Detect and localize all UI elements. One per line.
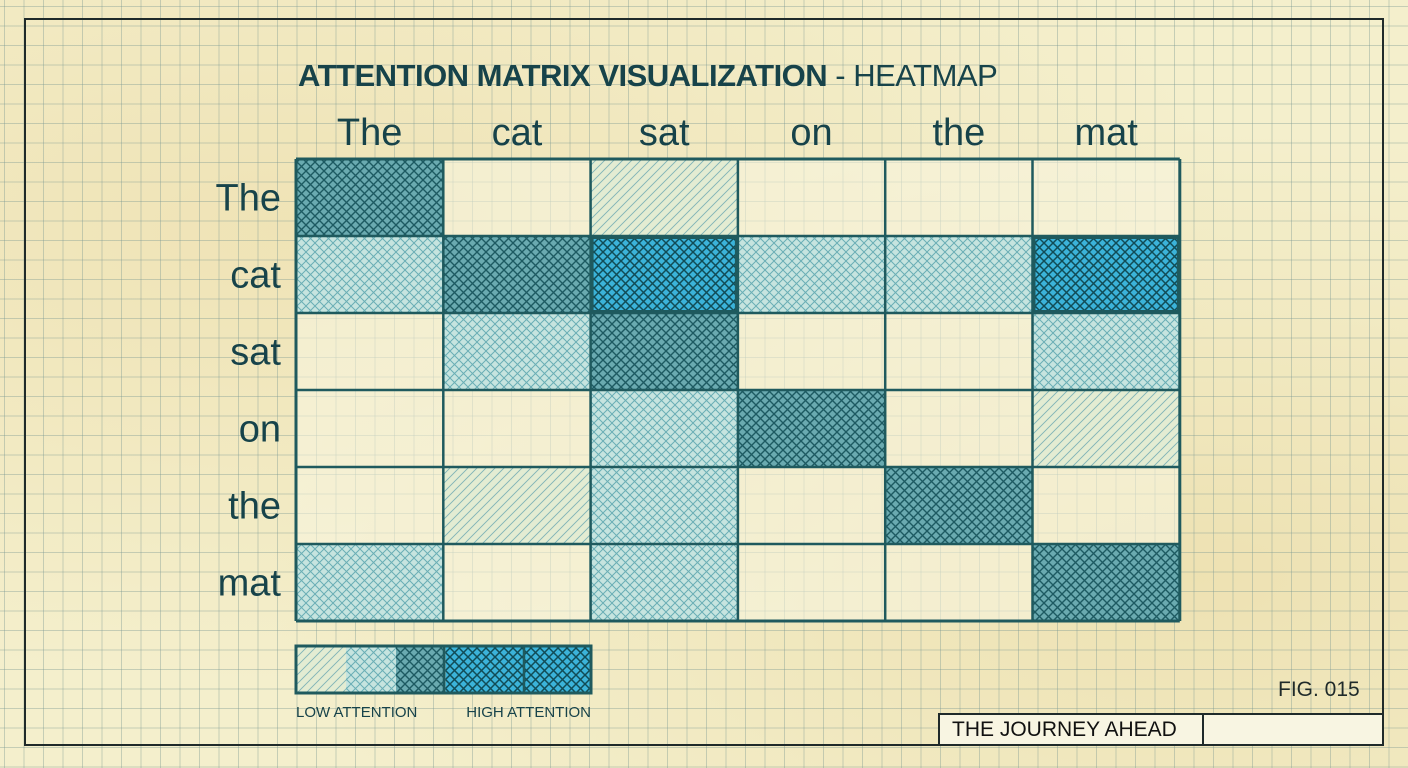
- figure-number: FIG. 015: [1278, 678, 1360, 701]
- heatmap-cell-cat-cat-r1c1: [443, 236, 591, 313]
- heatmap-cell-cat-sat-r1c2: [590, 236, 738, 313]
- column-label-2: sat: [639, 112, 690, 154]
- heatmap-cell-mat-mat-r5c5: [1032, 544, 1180, 621]
- row-label-1: cat: [230, 255, 281, 297]
- legend-swatch-3: [446, 646, 524, 693]
- heatmap-cell-sat-on-r2c3: [737, 313, 886, 390]
- chart-title: ATTENTION MATRIX VISUALIZATION - HEATMAP: [298, 56, 998, 96]
- column-label-1: cat: [492, 112, 543, 154]
- heatmap-cell-the-on-r4c3: [737, 467, 886, 544]
- heatmap-gridlines: [294, 157, 1182, 623]
- heatmap-cell-the-cat-r0c1: [443, 159, 591, 236]
- heatmap-cell-mat-cat-r5c1: [443, 544, 591, 621]
- heatmap-cell-sat-the-r2c0: [296, 313, 444, 390]
- heatmap-cell-the-sat-r0c2: [590, 159, 738, 236]
- legend-swatch-1: [346, 646, 396, 693]
- heatmap-cell-the-the-r4c0: [296, 467, 444, 544]
- column-label-4: the: [932, 112, 985, 154]
- column-label-0: The: [337, 112, 402, 154]
- title-block-label: THE JOURNEY AHEAD: [952, 718, 1177, 741]
- heatmap-cell-on-the-r3c0: [296, 390, 444, 467]
- heatmap-cell-the-sat-r4c2: [590, 467, 738, 544]
- chart-title-sub: - HEATMAP: [827, 58, 998, 93]
- heatmap-cell-on-mat-r3c5: [1032, 390, 1180, 467]
- heatmap-legend: LOW ATTENTION HIGH ATTENTION: [294, 644, 593, 721]
- row-label-2: sat: [230, 332, 281, 374]
- row-label-5: mat: [218, 563, 282, 605]
- legend-border: [294, 644, 593, 695]
- heatmap-cell-the-cat-r4c1: [443, 467, 591, 544]
- heatmap-cell-the-on-r0c3: [737, 159, 886, 236]
- heatmap-cell-on-on-r3c3: [737, 390, 886, 467]
- heatmap-cell-sat-the-r2c4: [885, 313, 1033, 390]
- heatmap-cell-on-the-r3c4: [885, 390, 1033, 467]
- heatmap-cell-the-the-r4c4: [885, 467, 1033, 544]
- heatmap-cell-on-cat-r3c1: [443, 390, 591, 467]
- legend-low-label: LOW ATTENTION: [296, 704, 417, 721]
- heatmap-cells: [296, 159, 1180, 621]
- legend-high-label: HIGH ATTENTION: [466, 704, 591, 721]
- heatmap-cell-cat-on-r1c3: [737, 236, 886, 313]
- heatmap-cell-cat-mat-r1c5: [1032, 236, 1180, 313]
- heatmap-column-labels: The cat sat on the mat: [337, 112, 1138, 154]
- legend-swatch-0: [296, 646, 346, 693]
- row-label-0: The: [216, 178, 281, 220]
- heatmap-cell-the-the-r0c4: [885, 159, 1033, 236]
- row-label-4: the: [228, 486, 281, 528]
- heatmap-cell-the-the-r0c0: [296, 159, 444, 236]
- heatmap-cell-mat-the-r5c4: [885, 544, 1033, 621]
- heatmap-cell-sat-cat-r2c1: [443, 313, 591, 390]
- legend-swatch-2: [396, 646, 446, 693]
- heatmap-cell-sat-sat-r2c2: [590, 313, 738, 390]
- heatmap-cell-mat-the-r5c0: [296, 544, 444, 621]
- heatmap-cell-on-sat-r3c2: [590, 390, 738, 467]
- figure-frame: [24, 18, 1384, 746]
- row-label-3: on: [239, 409, 281, 451]
- column-label-3: on: [790, 112, 832, 154]
- chart-title-main: ATTENTION MATRIX VISUALIZATION: [298, 58, 828, 93]
- heatmap-cell-cat-the-r1c4: [885, 236, 1033, 313]
- heatmap-cell-the-mat-r4c5: [1032, 467, 1180, 544]
- heatmap-cell-sat-mat-r2c5: [1032, 313, 1180, 390]
- heatmap-cell-cat-the-r1c0: [296, 236, 444, 313]
- heatmap-cell-highlight: [590, 236, 738, 313]
- heatmap-cell-mat-sat-r5c2: [590, 544, 738, 621]
- title-block: THE JOURNEY AHEAD: [938, 713, 1384, 746]
- title-block-divider: [1202, 715, 1204, 744]
- column-label-5: mat: [1074, 112, 1138, 154]
- heatmap-row-labels: The cat sat on the mat: [216, 178, 282, 605]
- heatmap-cell-mat-on-r5c3: [737, 544, 886, 621]
- legend-swatch-4: [524, 646, 591, 693]
- heatmap-cell-the-mat-r0c5: [1032, 159, 1180, 236]
